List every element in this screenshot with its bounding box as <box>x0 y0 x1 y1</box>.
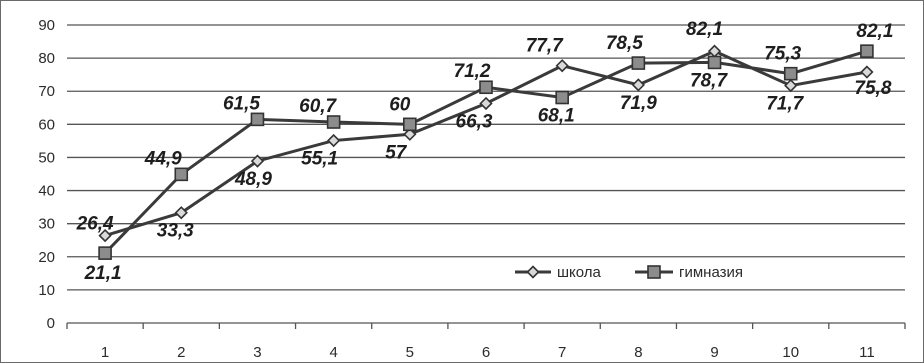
data-label-gimnaziya: 60,7 <box>299 96 337 117</box>
data-point-gimnaziya <box>250 112 265 127</box>
data-label-shkola: 48,9 <box>234 169 272 190</box>
data-label-gimnaziya: 21,1 <box>84 263 122 284</box>
data-label-shkola: 33,3 <box>157 221 194 242</box>
data-point-gimnaziya <box>326 115 341 129</box>
data-label-shkola: 75,8 <box>854 78 891 99</box>
data-point-shkola <box>174 206 188 220</box>
data-label-shkola: 71,9 <box>620 93 657 114</box>
data-point-gimnaziya <box>403 117 417 132</box>
data-label-shkola: 82,1 <box>686 19 723 40</box>
data-label-shkola: 55,1 <box>301 149 338 170</box>
data-point-gimnaziya <box>631 56 646 70</box>
y-tick-label: 10 <box>38 282 55 299</box>
x-tick-label: 5 <box>406 344 414 361</box>
data-point-gimnaziya <box>860 44 874 58</box>
data-point-shkola <box>784 78 798 93</box>
x-tick-label: 4 <box>329 344 337 361</box>
data-point-gimnaziya <box>174 167 189 182</box>
legend-label-gimnaziya: гимназия <box>679 264 743 281</box>
data-point-shkola <box>327 133 341 148</box>
data-label-shkola: 57 <box>385 142 408 163</box>
data-label-gimnaziya: 44,9 <box>144 148 182 169</box>
data-label-shkola: 71,7 <box>766 94 804 115</box>
x-tick-label: 8 <box>634 344 642 361</box>
data-point-shkola <box>631 78 645 92</box>
x-tick-label: 2 <box>177 344 185 361</box>
y-tick-label: 40 <box>38 183 55 200</box>
data-point-shkola <box>98 228 112 243</box>
data-label-gimnaziya: 60 <box>389 94 411 115</box>
data-label-gimnaziya: 68,1 <box>538 106 575 127</box>
data-label-shkola: 26,4 <box>76 214 114 235</box>
data-point-gimnaziya <box>98 246 112 260</box>
x-tick-label: 3 <box>253 344 261 361</box>
data-point-shkola <box>479 96 493 111</box>
y-tick-label: 60 <box>38 116 55 133</box>
data-label-gimnaziya: 71,2 <box>454 61 491 82</box>
data-label-shkola: 77,7 <box>526 36 564 57</box>
x-tick-label: 7 <box>558 344 566 361</box>
data-point-shkola <box>860 65 874 79</box>
y-tick-label: 20 <box>38 249 55 266</box>
y-tick-label: 30 <box>38 216 55 233</box>
legend-marker-square <box>647 265 661 279</box>
y-tick-label: 80 <box>38 50 55 67</box>
x-tick-label: 1 <box>101 344 109 361</box>
y-tick-label: 90 <box>38 17 55 34</box>
data-point-gimnaziya <box>555 90 569 105</box>
data-label-gimnaziya: 61,5 <box>223 93 260 114</box>
y-tick-label: 70 <box>38 83 55 100</box>
x-tick-label: 6 <box>482 344 490 361</box>
data-point-gimnaziya <box>707 55 722 70</box>
legend-label-shkola: школа <box>557 264 602 281</box>
data-label-shkola: 66,3 <box>456 111 493 132</box>
x-tick-label: 9 <box>710 344 718 361</box>
x-tick-label: 11 <box>859 344 875 361</box>
data-point-shkola <box>555 59 569 73</box>
legend-marker-diamond <box>526 265 540 279</box>
data-point-shkola <box>250 154 265 168</box>
data-label-gimnaziya: 78,5 <box>606 33 643 54</box>
x-tick-label: 10 <box>782 344 799 361</box>
data-label-gimnaziya: 75,3 <box>764 44 801 65</box>
data-point-shkola <box>707 44 722 58</box>
y-tick-label: 50 <box>38 149 55 166</box>
data-label-gimnaziya: 82,1 <box>856 21 893 42</box>
data-label-gimnaziya: 78,7 <box>690 70 728 91</box>
data-point-gimnaziya <box>479 80 493 95</box>
data-point-gimnaziya <box>783 66 798 81</box>
y-tick-label: 0 <box>47 315 55 332</box>
data-point-shkola <box>403 127 417 141</box>
